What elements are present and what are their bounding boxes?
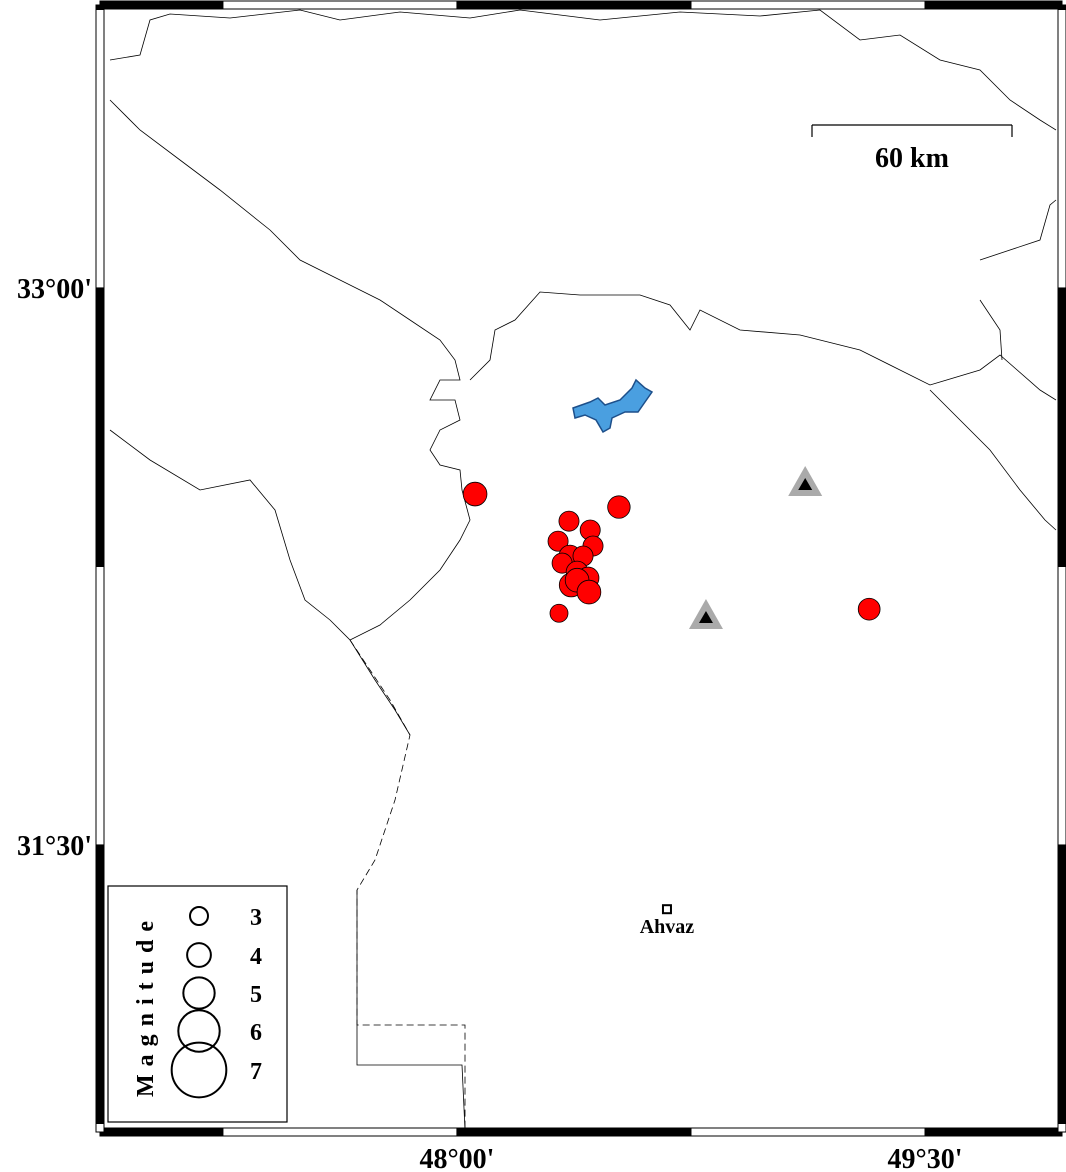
legend-label: 4	[250, 944, 262, 970]
frame-bar	[456, 0, 692, 10]
frame-bar	[690, 1127, 926, 1137]
earthquake	[558, 510, 580, 532]
frame-bar	[95, 287, 105, 567]
earthquake	[857, 597, 881, 621]
earthquake	[547, 530, 569, 552]
frame-bar	[95, 8, 105, 289]
legend-circle	[177, 1009, 221, 1053]
legend-title: Magnitude	[133, 913, 159, 1097]
legend-label: 3	[250, 905, 262, 931]
station	[788, 466, 823, 497]
legend-circle	[189, 906, 209, 926]
frame-bar	[690, 0, 926, 10]
frame-bar	[222, 1127, 458, 1137]
frame-bar	[1057, 8, 1066, 289]
frame-bar	[1057, 844, 1066, 1124]
frame-bar	[95, 844, 105, 1124]
scale-bar: 60 km	[811, 124, 1013, 174]
x-tick-label: 48°00'	[419, 1144, 494, 1172]
legend-circle	[170, 1041, 228, 1099]
city-label: Ahvaz	[640, 916, 695, 938]
legend-label: 7	[250, 1059, 262, 1085]
frame-bar	[456, 1127, 692, 1137]
legend-label: 5	[250, 982, 262, 1008]
legend-circle	[186, 942, 212, 968]
frame-bar	[222, 0, 458, 10]
legend-label: 6	[250, 1020, 262, 1046]
station-inner	[798, 478, 813, 491]
y-tick-label: 33°00'	[17, 274, 92, 305]
frame-bar	[924, 0, 1063, 10]
frame-bar	[1057, 565, 1066, 846]
frame-bar	[95, 4, 105, 10]
earthquake	[607, 495, 631, 519]
earthquake	[462, 481, 488, 507]
x-tick-label: 49°30'	[888, 1144, 963, 1172]
frame-bar	[99, 0, 224, 10]
frame-bar	[1057, 287, 1066, 567]
frame-bar	[1057, 1122, 1066, 1133]
legend: 3 4 5 6 7	[170, 905, 262, 1099]
city-marker	[661, 904, 672, 915]
borders	[109, 9, 1057, 1131]
frame-bar	[95, 1122, 105, 1133]
earthquake	[549, 603, 569, 623]
y-tick-label: 31°30'	[17, 831, 92, 862]
frame-bar	[95, 565, 105, 846]
lake	[572, 378, 654, 434]
legend-circle	[182, 976, 216, 1010]
station	[688, 598, 723, 629]
earthquake	[576, 579, 602, 605]
station-inner	[698, 610, 713, 623]
frame-bar	[1057, 4, 1066, 10]
scale-label: 60 km	[875, 143, 949, 174]
frame-bar	[924, 1127, 1063, 1137]
frame-bar	[99, 1127, 224, 1137]
